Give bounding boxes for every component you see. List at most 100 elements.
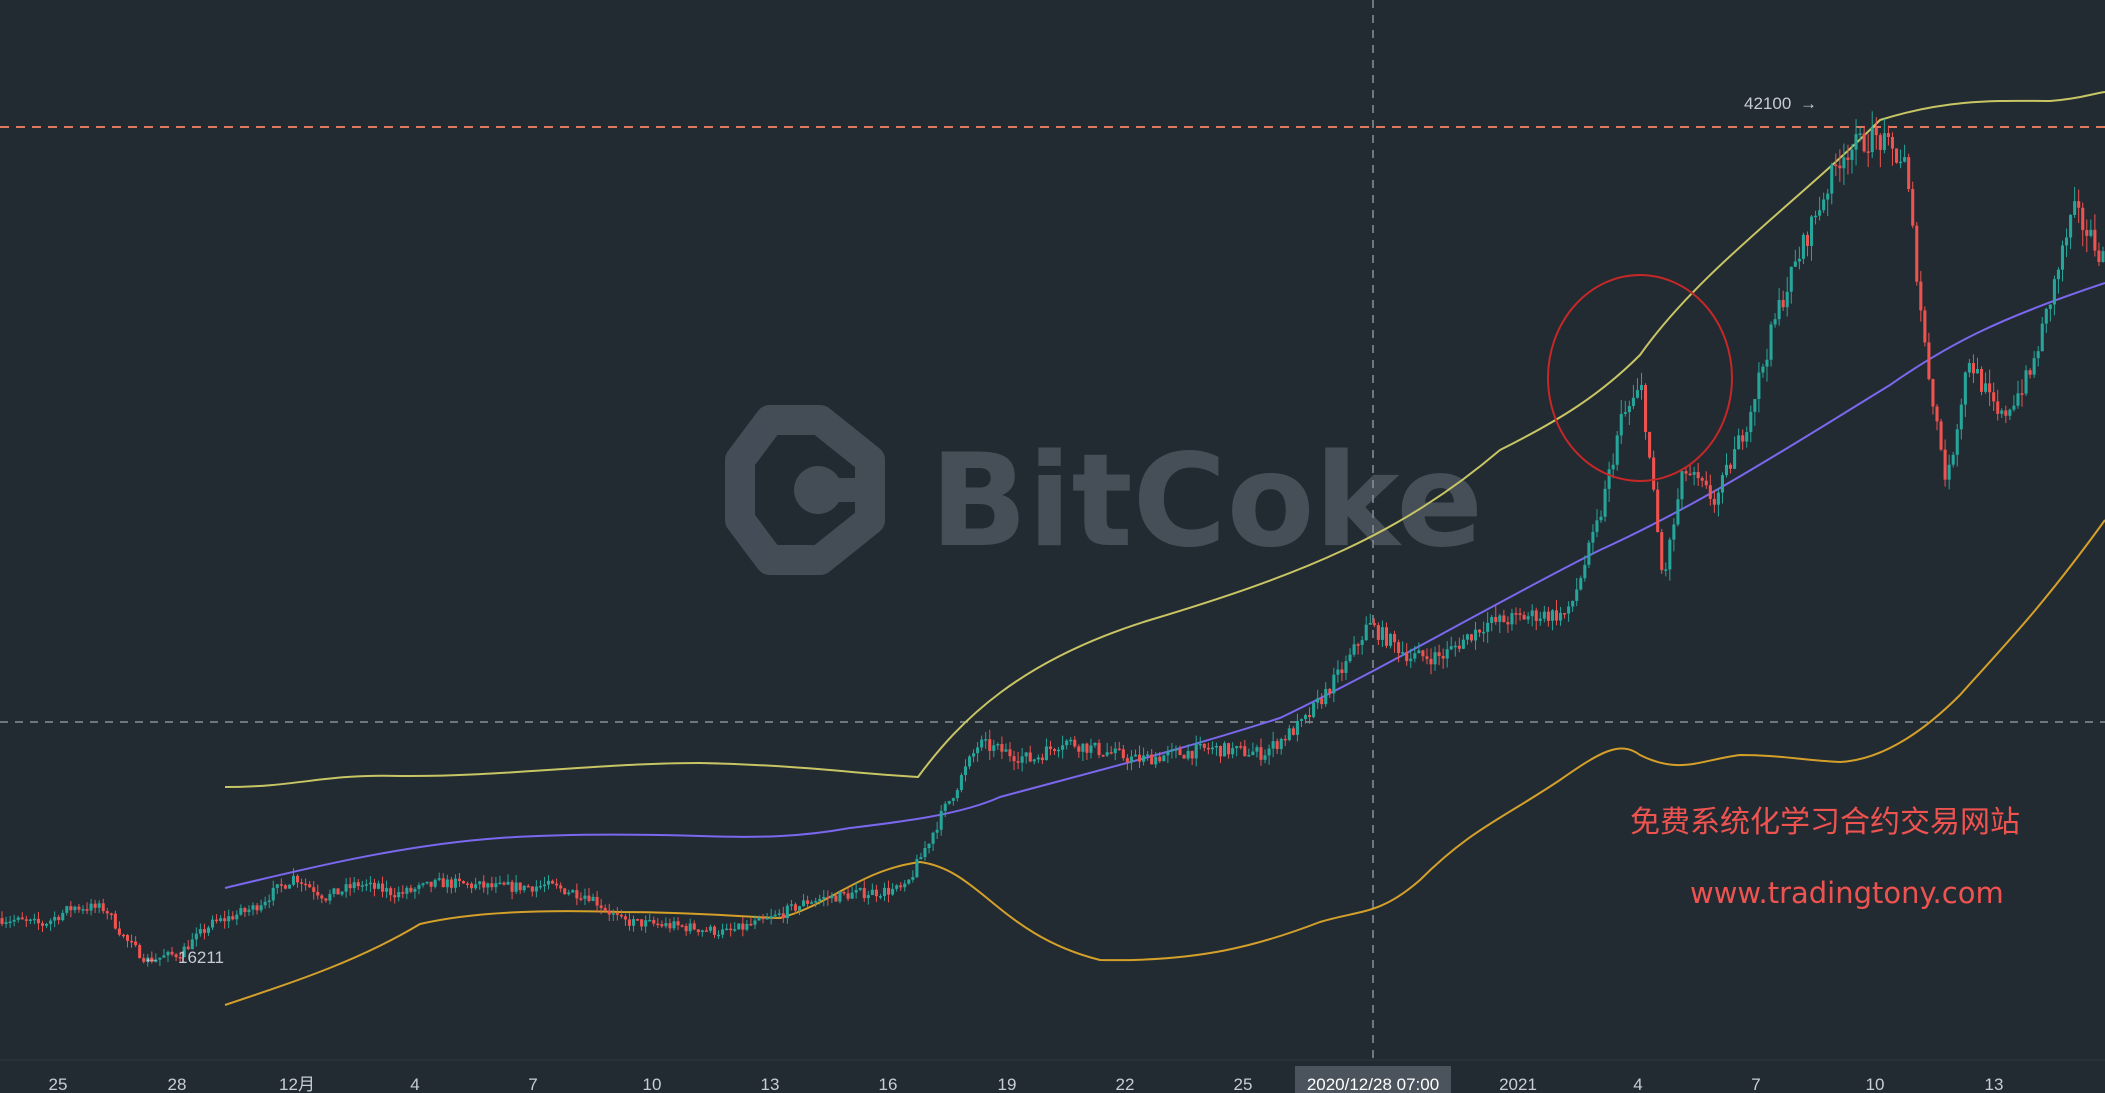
candle-body	[1842, 157, 1846, 169]
candle-body	[793, 904, 797, 911]
candle-body	[381, 883, 385, 892]
candle-body	[174, 954, 178, 958]
candle-body	[575, 890, 579, 899]
candle-body	[789, 904, 793, 906]
candle-body	[1214, 745, 1218, 748]
candle-body	[587, 895, 591, 901]
candle-body	[61, 912, 65, 921]
candle-body	[935, 829, 939, 833]
candle-body	[352, 882, 356, 889]
candle-body	[1417, 650, 1421, 654]
candle-body	[32, 918, 36, 921]
candle-body	[287, 884, 291, 889]
candle-body	[988, 739, 992, 751]
candle-body	[996, 744, 1000, 746]
crosshair-time-label-bg	[1295, 1066, 1451, 1093]
candle-body	[8, 921, 12, 924]
candle-body	[1210, 747, 1214, 750]
candle-body	[1870, 127, 1874, 153]
x-tick-label: 16	[879, 1075, 898, 1093]
candle-body	[170, 951, 174, 955]
candle-body	[490, 883, 494, 888]
candle-body	[1510, 613, 1514, 625]
candle-body	[1866, 151, 1870, 153]
candle-body	[1623, 412, 1627, 414]
candle-body	[595, 896, 599, 906]
candle-body	[1360, 640, 1364, 645]
candle-body	[162, 955, 166, 958]
candle-body	[1052, 749, 1057, 751]
candle-body	[130, 940, 134, 943]
candle-body	[1174, 749, 1178, 751]
upper-band-line	[224, 91, 2105, 788]
candle-body	[138, 945, 142, 959]
candle-body	[1073, 739, 1077, 747]
candle-body	[733, 929, 737, 931]
candle-body	[348, 884, 352, 889]
candle-body	[109, 913, 113, 915]
candle-body	[121, 934, 126, 937]
candle-body	[696, 929, 700, 933]
candle-body	[911, 877, 915, 880]
candle-body	[2081, 207, 2085, 230]
candle-body	[2077, 201, 2081, 208]
candle-body	[1206, 747, 1210, 750]
candle-body	[206, 927, 211, 933]
candle-body	[1672, 524, 1676, 540]
candle-body	[134, 941, 138, 946]
candle-body	[1846, 157, 1850, 160]
candle-body	[1712, 498, 1716, 505]
candle-body	[223, 918, 227, 922]
candle-body	[555, 883, 559, 886]
candle-body	[267, 900, 271, 903]
candle-body	[291, 875, 296, 885]
candle-body	[1259, 747, 1263, 760]
candle-body	[1793, 261, 1797, 267]
candle-body	[1057, 749, 1061, 752]
candle-body	[571, 890, 575, 893]
candle-body	[761, 917, 765, 920]
candle-body	[1121, 749, 1125, 759]
promo-url[interactable]: www.tradingtony.com	[1690, 876, 2004, 910]
candle-body	[69, 906, 73, 911]
candle-body	[344, 884, 348, 892]
candle-body	[324, 898, 328, 901]
candle-body	[1745, 432, 1749, 442]
candle-body	[1279, 738, 1283, 750]
candle-body	[1886, 133, 1890, 137]
candle-body	[903, 883, 907, 888]
candle-body	[1328, 688, 1332, 694]
candle-body	[1202, 743, 1206, 748]
candle-body	[1016, 761, 1020, 763]
candle-body	[1996, 401, 2000, 414]
candle-body	[85, 909, 89, 911]
candle-body	[838, 891, 842, 902]
candle-body	[672, 921, 676, 929]
candle-body	[522, 885, 526, 891]
candle-body	[526, 885, 530, 888]
candle-body	[401, 892, 405, 894]
promo-title: 免费系统化学习合约交易网站	[1630, 805, 2020, 840]
candle-body	[1737, 435, 1741, 450]
candle-body	[194, 933, 198, 940]
candle-body	[1785, 291, 1789, 308]
candle-body	[822, 896, 826, 899]
candle-body	[1393, 633, 1397, 643]
candle-body	[927, 843, 931, 849]
candle-body	[255, 905, 259, 911]
candle-body	[1085, 743, 1089, 753]
candle-body	[1223, 743, 1227, 757]
candle-body	[1255, 747, 1259, 752]
candle-body	[899, 885, 903, 888]
candle-body	[1040, 757, 1044, 761]
candle-body	[1834, 164, 1838, 167]
candle-body	[2093, 229, 2097, 251]
candle-body	[842, 891, 846, 894]
candle-body	[1344, 661, 1348, 673]
candle-body	[1263, 755, 1267, 760]
candle-body	[1218, 745, 1223, 757]
candle-body	[360, 885, 364, 887]
candle-body	[923, 848, 927, 858]
